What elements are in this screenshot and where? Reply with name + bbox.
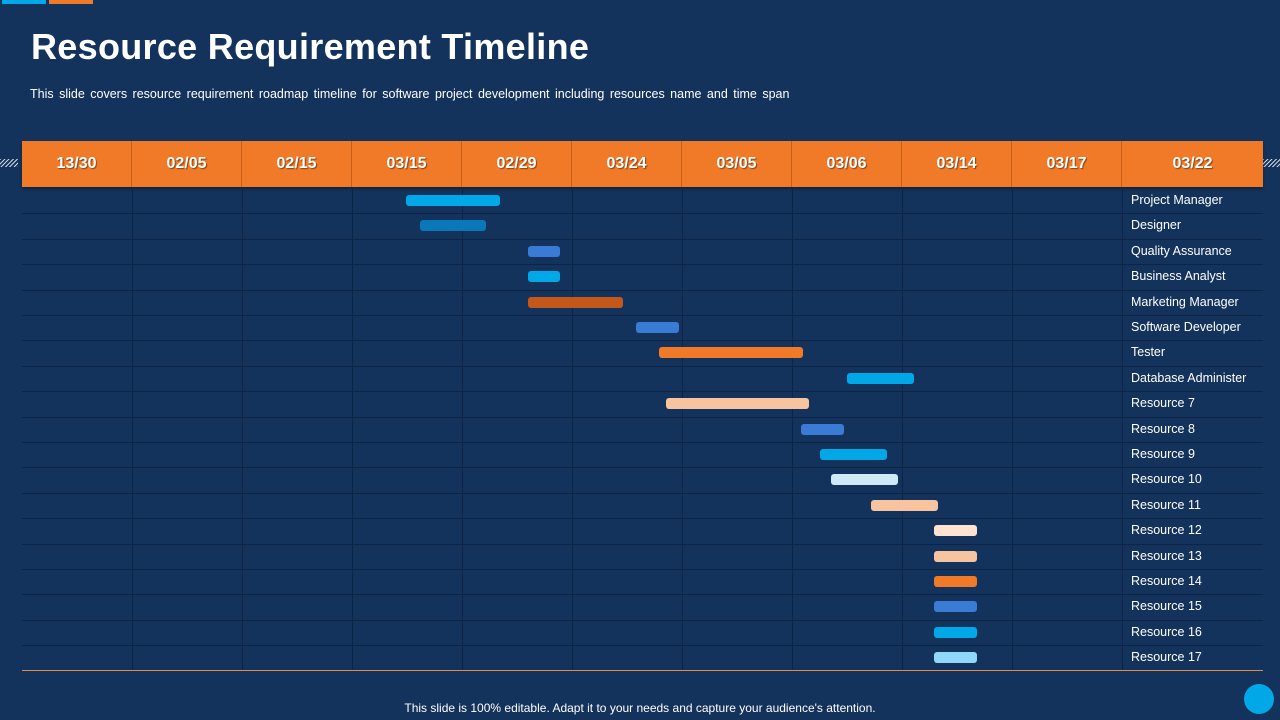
resource-label: Resource 11 [1131,498,1201,512]
grid-row-line [22,467,1263,468]
resource-label: Project Manager [1131,193,1223,207]
grid-column-line [132,188,133,670]
timeline-bar [933,551,977,562]
timeline-bar [528,271,560,282]
grid-row-line [22,366,1263,367]
timeline-bar [665,398,809,409]
resource-label: Resource 13 [1131,549,1202,563]
grid-column-line [792,188,793,670]
resource-label: Business Analyst [1131,269,1226,283]
timeline-bar [933,576,977,587]
resource-label: Resource 16 [1131,625,1202,639]
footer-note: This slide is 100% editable. Adapt it to… [404,701,876,715]
grid-row-line [22,213,1263,214]
timeline-bar [933,601,977,612]
corner-dot [1244,684,1274,714]
resource-label: Resource 15 [1131,599,1202,613]
timeline-bar [830,474,898,485]
grid-row-line [22,594,1263,595]
grid-row-line [22,340,1263,341]
column-header: 02/15 [242,141,352,187]
timeline-bar [528,246,560,257]
column-header: 03/06 [792,141,902,187]
column-header: 13/30 [22,141,132,187]
resource-label: Resource 17 [1131,650,1202,664]
timeline-bar [847,373,915,384]
resource-label: Marketing Manager [1131,295,1239,309]
column-header: 03/14 [902,141,1012,187]
timeline-bar [635,322,679,333]
timeline-bar [528,297,623,308]
resource-label: Resource 8 [1131,422,1195,436]
timeline-bar [871,500,939,511]
resource-label: Tester [1131,345,1166,359]
grid-column-line [242,188,243,670]
grid-row-line [22,544,1263,545]
right-edge-marker [1263,159,1280,167]
page-subtitle: This slide covers resource requirement r… [30,87,790,101]
column-header: 02/05 [132,141,242,187]
page-title: Resource Requirement Timeline [31,26,590,67]
grid-row-line [22,442,1263,443]
grid-column-line [902,188,903,670]
column-header: 02/29 [462,141,572,187]
grid-column-line [352,188,353,670]
timeline-bar [405,195,501,206]
grid-row-line [22,518,1263,519]
resource-label: Resource 14 [1131,574,1202,588]
grid-row-line [22,569,1263,570]
column-header: 03/22 [1172,155,1213,172]
column-header: 03/05 [682,141,792,187]
grid-row-line [22,239,1263,240]
accent-bar-orange [49,0,93,4]
column-header: 03/15 [352,141,462,187]
timeline-bar [933,525,977,536]
grid-row-line [22,417,1263,418]
grid-row-line [22,493,1263,494]
grid-row-line [22,391,1263,392]
timeline-bar [800,424,844,435]
grid-column-line [682,188,683,670]
column-header: 03/17 [1012,141,1122,187]
grid-row-line [22,264,1263,265]
resource-label: Quality Assurance [1131,244,1232,258]
grid-column-line [1122,188,1123,670]
grid-row-line [22,645,1263,646]
grid-column-line [1012,188,1013,670]
resource-label: Resource 9 [1131,447,1195,461]
resource-label: Designer [1131,218,1182,232]
timeline-bar [933,652,977,663]
grid-row-line [22,290,1263,291]
timeline-bar [658,347,803,358]
resource-label: Resource 7 [1131,396,1195,410]
resource-label: Database Administer [1131,371,1247,385]
grid-column-line [572,188,573,670]
timeline-bar [933,627,977,638]
grid-column-line [462,188,463,670]
timeline-header: 13/30 02/05 02/15 03/15 02/29 03/24 03/05 03/06… [22,141,1263,187]
timeline-grid [22,188,1263,670]
timeline-bar [420,220,487,231]
grid-bottom-line [22,670,1263,671]
left-edge-marker [0,159,18,167]
resource-label: Software Developer [1131,320,1241,334]
column-header: 03/24 [572,141,682,187]
timeline-bar [819,449,887,460]
grid-row-line [22,315,1263,316]
grid-row-line [22,620,1263,621]
accent-bar-blue [2,0,46,4]
resource-label: Resource 12 [1131,523,1202,537]
resource-label: Resource 10 [1131,472,1202,486]
